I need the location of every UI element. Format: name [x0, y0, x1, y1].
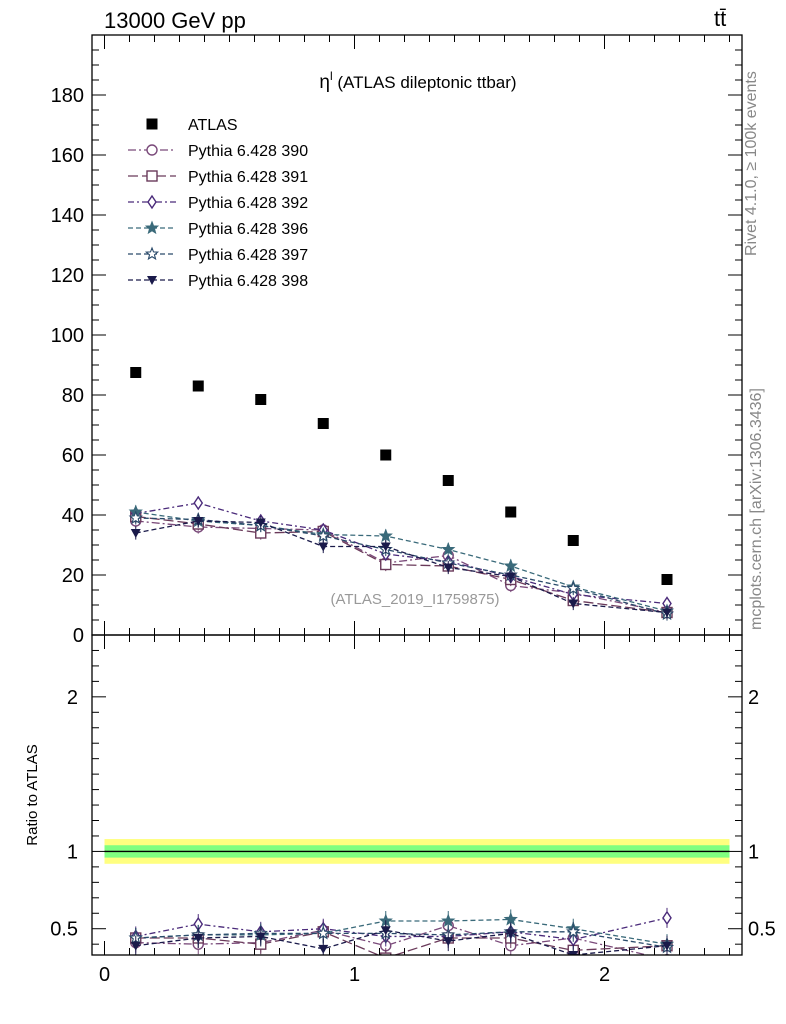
- ratio-point-s397: [566, 924, 581, 938]
- header-right: tt̄: [714, 6, 727, 31]
- series-line-s398: [135, 520, 668, 614]
- x-tick-label: 0: [99, 964, 110, 986]
- legend-marker: [146, 170, 158, 182]
- legend-label: Pythia 6.428 398: [188, 273, 308, 290]
- ratio-point-s398: [443, 937, 454, 947]
- data-point-data: [317, 418, 329, 429]
- data-point-data: [130, 367, 142, 378]
- y-tick-label: 80: [62, 385, 84, 407]
- y-tick-label: 140: [51, 205, 84, 227]
- ratio-y-axis-label: Ratio to ATLAS: [24, 744, 41, 845]
- ratio-point-s398: [318, 944, 329, 954]
- y-tick-label: 180: [51, 85, 84, 107]
- ratio-point-s390: [663, 953, 671, 955]
- legend-label: Pythia 6.428 391: [188, 169, 308, 186]
- data-point-s397: [316, 528, 331, 543]
- data-point-s397: [128, 510, 143, 525]
- ratio-line-s398: [135, 929, 668, 955]
- ratio-point-s391: [380, 952, 392, 955]
- ratio-y-tick-label-right: 1: [748, 841, 759, 863]
- data-point-data: [380, 449, 392, 461]
- ratio-y-tick-label-right: 2: [748, 687, 759, 709]
- y-tick-label: 60: [62, 445, 84, 467]
- ratio-plot: 0.5 0.5 1 1 2 2 0 1 2 Ratio to ATLAS: [24, 634, 776, 986]
- legend-marker: [144, 246, 160, 261]
- ratio-point-s398: [380, 926, 391, 936]
- data-point-s398: [505, 572, 516, 582]
- data-point-s398: [662, 608, 672, 618]
- legend-marker: [147, 276, 157, 285]
- ratio-point-s398: [505, 929, 516, 939]
- legend-marker: [144, 220, 160, 235]
- data-point-data: [505, 506, 517, 518]
- legend-label: Pythia 6.428 392: [188, 195, 308, 212]
- ratio-line-s390: [135, 924, 650, 955]
- ratio-line-s391: [135, 931, 668, 955]
- data-point-data: [442, 475, 454, 486]
- data-point-s398: [568, 599, 579, 609]
- x-tick-label: 1: [349, 964, 360, 986]
- data-point-s398: [130, 529, 141, 538]
- ratio-point-s398: [193, 933, 204, 943]
- y-tick-label: 0: [73, 625, 84, 647]
- y-tick-label: 120: [51, 265, 84, 287]
- legend-label: Pythia 6.428 390: [188, 143, 308, 160]
- data-point-data: [661, 574, 673, 585]
- ratio-point-s398: [130, 941, 141, 951]
- ratio-y-tick-label: 1: [67, 841, 78, 863]
- ratio-y-tick-label-right: 0.5: [748, 919, 776, 941]
- data-point-data: [255, 394, 267, 405]
- y-tick-label: 20: [62, 565, 84, 587]
- data-point-s396: [378, 528, 393, 543]
- data-point-s396: [441, 541, 456, 556]
- ratio-y-tick-label: 0.5: [50, 919, 78, 941]
- rivet-label: Rivet 4.1.0, ≥ 100k events: [743, 71, 760, 256]
- ratio-frame: [91, 634, 743, 956]
- mcplots-label: mcplots.cern.ch [arXiv:1306.3436]: [748, 388, 765, 630]
- ratio-point-s392: [662, 910, 672, 926]
- legend-marker: [147, 194, 157, 210]
- ratio-point-s398: [255, 932, 266, 942]
- data-point-data: [192, 380, 204, 392]
- data-point-s398: [255, 518, 266, 528]
- y-tick-label: 40: [62, 505, 84, 527]
- legend-label: Pythia 6.428 396: [188, 221, 308, 238]
- data-point-s392: [193, 495, 204, 511]
- data-point-s398: [318, 542, 329, 552]
- ratio-series-group: [128, 907, 675, 955]
- legend-label: ATLAS: [188, 117, 238, 134]
- main-plot: 0 20 40 60 80 100 120 140 160 180 ηl (ATLAS dilept…: [51, 34, 743, 647]
- data-point-s398: [193, 517, 204, 526]
- x-tick-label: 2: [599, 964, 610, 986]
- ratio-point-s398: [662, 941, 672, 951]
- data-point-s398: [380, 542, 391, 552]
- ratio-point-s398: [568, 951, 579, 955]
- data-point-s397: [566, 580, 581, 595]
- analysis-watermark: (ATLAS_2019_I1759875): [330, 591, 499, 608]
- plot-title: ηl (ATLAS dileptonic ttbar): [319, 69, 516, 93]
- data-point-s398: [443, 563, 454, 573]
- legend-label: Pythia 6.428 397: [188, 247, 308, 264]
- legend-marker: [146, 118, 158, 130]
- y-tick-label: 160: [51, 145, 84, 167]
- data-point-data: [567, 535, 579, 546]
- ratio-line-s396: [135, 918, 668, 945]
- ratio-y-tick-label: 2: [67, 687, 78, 709]
- ratio-point-s396: [441, 913, 456, 928]
- series-line-s392: [135, 502, 668, 605]
- main-series-group: [128, 367, 675, 621]
- legend-marker: [146, 144, 158, 156]
- y-tick-label: 100: [51, 325, 84, 347]
- ratio-point-s397: [316, 925, 331, 940]
- header-left: 13000 GeV pp: [104, 8, 246, 33]
